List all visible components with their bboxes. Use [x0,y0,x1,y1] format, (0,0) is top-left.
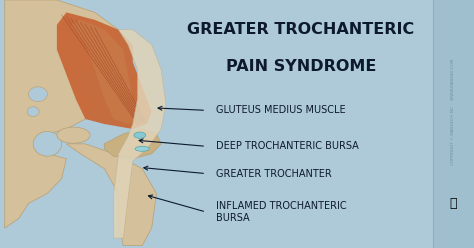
Polygon shape [57,12,152,129]
Text: GREATER TROCHANTER: GREATER TROCHANTER [216,169,331,179]
Ellipse shape [57,127,90,143]
Text: 🦶: 🦶 [450,197,457,210]
Text: GREATER TROCHANTERIC: GREATER TROCHANTERIC [187,22,415,37]
Text: COPYRIGHT © MASS4D® NC  ·  WWW.MASS4D.COM: COPYRIGHT © MASS4D® NC · WWW.MASS4D.COM [451,59,456,165]
Text: GLUTEUS MEDIUS MUSCLE: GLUTEUS MEDIUS MUSCLE [216,105,345,115]
Ellipse shape [33,131,62,156]
Bar [433,0,474,248]
Text: INFLAMED TROCHANTERIC
BURSA: INFLAMED TROCHANTERIC BURSA [216,201,346,223]
Ellipse shape [134,132,146,138]
Polygon shape [104,129,161,159]
Ellipse shape [135,146,149,151]
Text: PAIN SYNDROME: PAIN SYNDROME [226,60,376,74]
Polygon shape [71,20,142,124]
Ellipse shape [27,107,39,117]
Text: DEEP TROCHANTERIC BURSA: DEEP TROCHANTERIC BURSA [216,141,358,151]
Polygon shape [114,30,166,238]
Polygon shape [5,0,118,228]
Ellipse shape [28,87,47,102]
Polygon shape [66,144,156,246]
